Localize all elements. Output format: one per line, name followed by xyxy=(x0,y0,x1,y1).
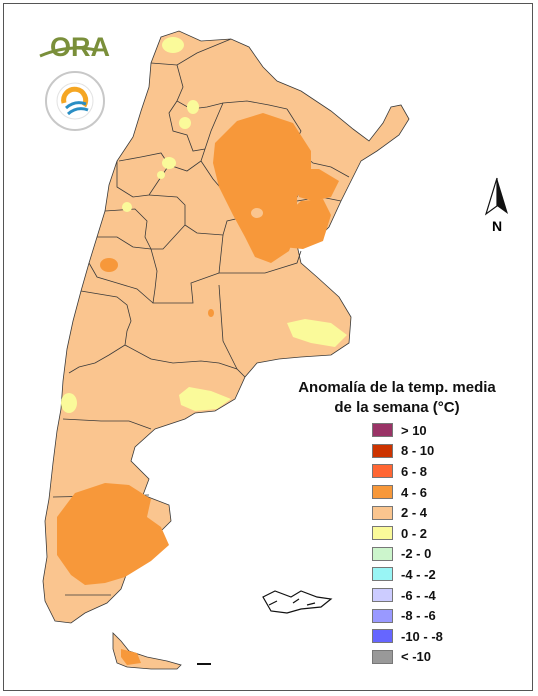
legend-label: 4 - 6 xyxy=(401,484,428,500)
legend-item: 2 - 4 xyxy=(372,502,443,523)
legend-label: 8 - 10 xyxy=(401,443,435,459)
legend-swatch xyxy=(372,526,393,541)
north-label: N xyxy=(492,218,503,234)
legend-title-line2: de la semana (°C) xyxy=(334,399,460,416)
legend-swatch xyxy=(372,546,393,561)
malvinas-islands xyxy=(262,590,333,614)
legend-item: > 10 xyxy=(372,420,443,441)
legend-label: -2 - 0 xyxy=(401,546,432,562)
legend-label: -8 - -6 xyxy=(401,608,436,624)
legend-swatch xyxy=(372,464,393,479)
legend-label: -4 - -2 xyxy=(401,566,436,582)
legend-item: -8 - -6 xyxy=(372,605,443,626)
legend-label: < -10 xyxy=(401,649,431,665)
legend-item: 4 - 6 xyxy=(372,482,443,503)
legend-swatch xyxy=(372,649,393,664)
legend-label: 6 - 8 xyxy=(401,463,428,479)
legend-swatch xyxy=(372,567,393,582)
legend: > 10 8 - 10 6 - 8 4 - 6 2 - 4 0 - 2 -2 - 0 -4 -… xyxy=(372,420,443,667)
legend-title: Anomalía de la temp. media de la semana … xyxy=(292,378,502,418)
anomaly-0-2-zones xyxy=(61,37,347,413)
legend-item: 0 - 2 xyxy=(372,523,443,544)
legend-label: > 10 xyxy=(401,422,427,438)
anomaly-4-6-zones xyxy=(57,113,339,665)
legend-item: 8 - 10 xyxy=(372,441,443,462)
legend-swatch xyxy=(372,588,393,603)
legend-item: -6 - -4 xyxy=(372,585,443,606)
anomaly-4-6-spots xyxy=(100,258,214,317)
map-frame: ORA N Anomalía de la temp. media de la s… xyxy=(3,3,533,691)
legend-label: 2 - 4 xyxy=(401,505,428,521)
legend-swatch xyxy=(372,629,393,644)
legend-title-line1: Anomalía de la temp. media xyxy=(298,379,496,396)
legend-item: -4 - -2 xyxy=(372,564,443,585)
anomaly-2-4-spot xyxy=(251,208,263,218)
legend-item: -10 - -8 xyxy=(372,626,443,647)
legend-item: 6 - 8 xyxy=(372,461,443,482)
legend-swatch xyxy=(372,608,393,623)
argentina-anomaly-map xyxy=(42,30,410,670)
legend-label: -10 - -8 xyxy=(401,628,443,644)
legend-label: 0 - 2 xyxy=(401,525,428,541)
legend-swatch xyxy=(372,443,393,458)
north-arrow-icon xyxy=(484,177,508,216)
legend-swatch xyxy=(372,423,393,438)
legend-swatch xyxy=(372,505,393,520)
legend-item: -2 - 0 xyxy=(372,544,443,565)
smn-logo-icon xyxy=(45,71,105,131)
ora-logo: ORA xyxy=(50,32,110,62)
small-islands xyxy=(197,663,211,665)
legend-item: < -10 xyxy=(372,647,443,668)
legend-swatch xyxy=(372,485,393,500)
ora-swoosh-icon xyxy=(39,46,97,58)
legend-label: -6 - -4 xyxy=(401,587,436,603)
